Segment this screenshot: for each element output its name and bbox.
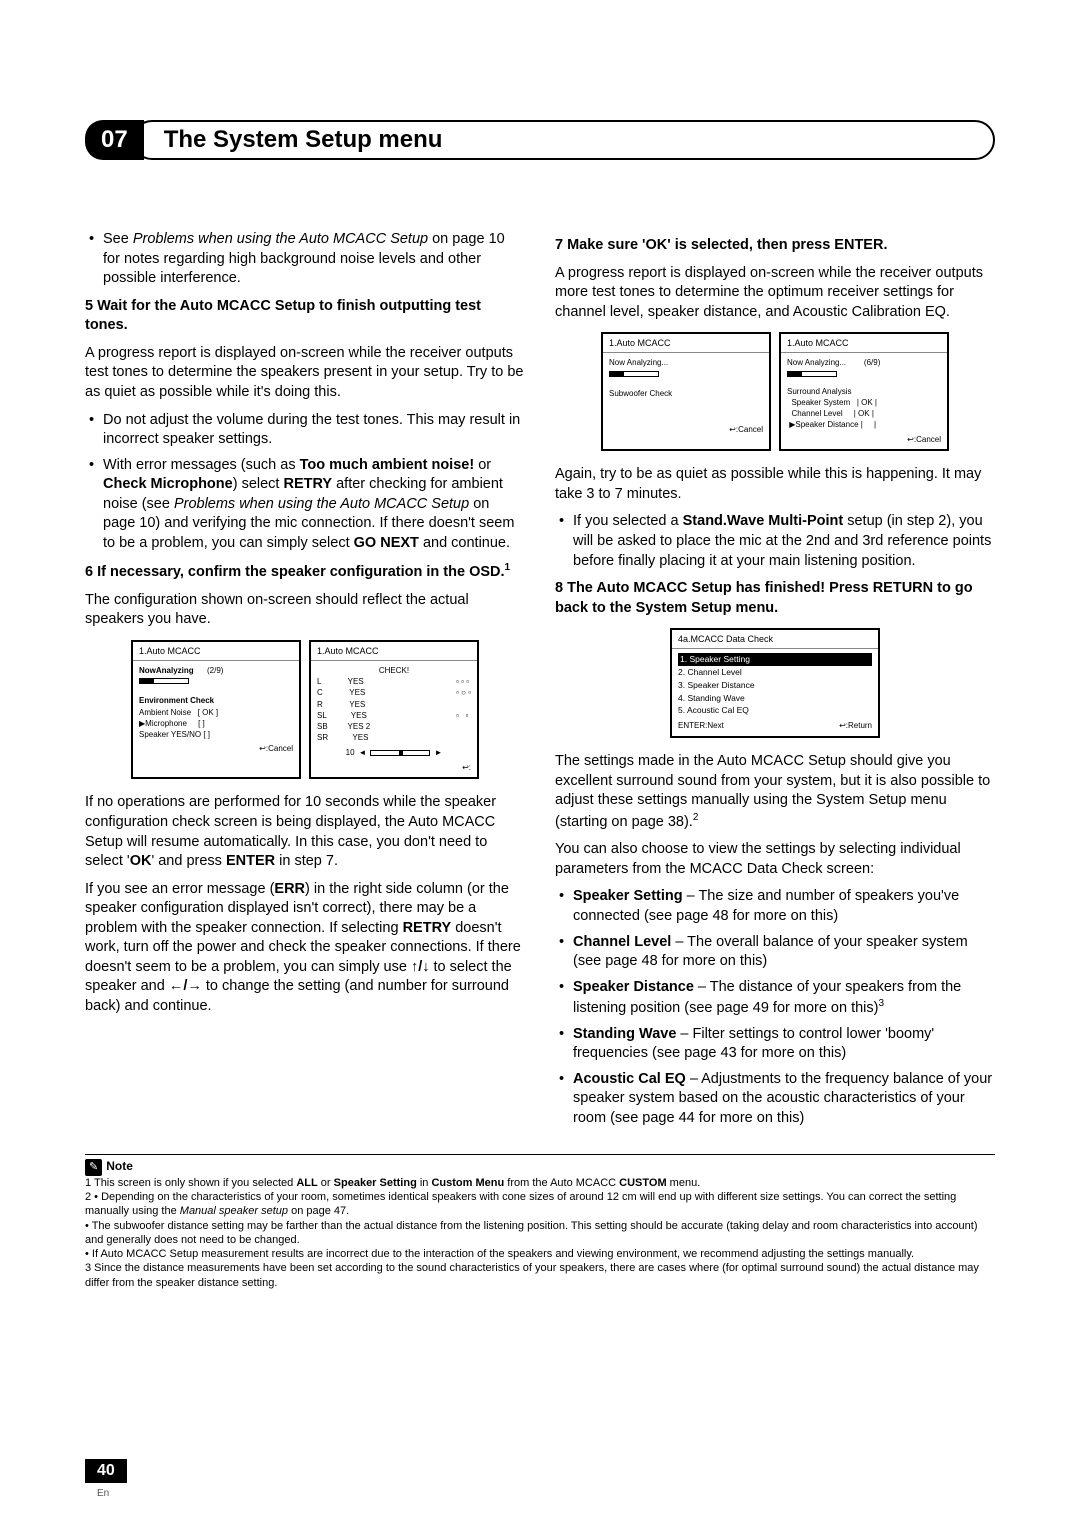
chapter-title: The System Setup menu — [164, 126, 973, 154]
osd-a1: 1.Auto MCACC NowAnalyzing (2/9) Environm… — [131, 640, 301, 779]
step5-head: 5 Wait for the Auto MCACC Setup to finis… — [85, 297, 525, 336]
step7-head: 7 Make sure 'OK' is selected, then press… — [555, 236, 995, 256]
step8-head: 8 The Auto MCACC Setup has finished! Pre… — [555, 579, 995, 618]
left-right-arrows: ←/→ — [169, 978, 202, 994]
osd-c: 4a.MCACC Data Check 1. Speaker Setting 2… — [670, 628, 880, 738]
step7-p1: A progress report is displayed on-screen… — [555, 264, 995, 323]
step7-p2: Again, try to be as quiet as possible wh… — [555, 465, 995, 504]
step5-p1: A progress report is displayed on-screen… — [85, 344, 525, 403]
step5-b1: Do not adjust the volume during the test… — [103, 411, 525, 450]
osd-a2: 1.Auto MCACC CHECK! L YES C YES R YES SL… — [309, 640, 479, 779]
chapter-title-wrap: The System Setup menu — [132, 120, 995, 160]
osd-row-b: 1.Auto MCACC Now Analyzing... Subwoofer … — [555, 332, 995, 451]
step8-p2: You can also choose to view the settings… — [555, 840, 995, 879]
step6-p1: The configuration shown on-screen should… — [85, 591, 525, 630]
osd-row-a: 1.Auto MCACC NowAnalyzing (2/9) Environm… — [85, 640, 525, 779]
b-chlev: Channel Level – The overall balance of y… — [573, 933, 995, 972]
left-column: See Problems when using the Auto MCACC S… — [85, 230, 525, 1136]
osd-b1: 1.Auto MCACC Now Analyzing... Subwoofer … — [601, 332, 771, 451]
b-ac: Acoustic Cal EQ – Adjustments to the fre… — [573, 1070, 995, 1129]
b-sw: Standing Wave – Filter settings to contr… — [573, 1025, 995, 1064]
chapter-number: 07 — [85, 120, 144, 160]
b-spd: Speaker Distance – The distance of your … — [573, 978, 995, 1019]
step8-p1: The settings made in the Auto MCACC Setu… — [555, 752, 995, 832]
left-intro-bullet: See Problems when using the Auto MCACC S… — [103, 230, 525, 289]
step6-p3: If you see an error message (ERR) in the… — [85, 880, 525, 1017]
page-lang: En — [97, 1488, 109, 1499]
note-2b: • The subwoofer distance setting may be … — [85, 1219, 995, 1248]
step6-head: 6 If necessary, confirm the speaker conf… — [85, 561, 525, 582]
step7-b1: If you selected a Stand.Wave Multi-Point… — [573, 512, 995, 571]
note-3: 3 Since the distance measurements have b… — [85, 1261, 995, 1290]
note-2a: 2 • Depending on the characteristics of … — [85, 1190, 995, 1219]
b-spset: Speaker Setting – The size and number of… — [573, 887, 995, 926]
step6-p2: If no operations are performed for 10 se… — [85, 793, 525, 871]
right-column: 7 Make sure 'OK' is selected, then press… — [555, 230, 995, 1136]
note-1: 1 This screen is only shown if you selec… — [85, 1176, 995, 1190]
note-icon: ✎ — [85, 1159, 102, 1175]
up-down-arrows: ↑/↓ — [411, 959, 430, 975]
note-block: ✎Note 1 This screen is only shown if you… — [85, 1154, 995, 1290]
page-number: 40 — [85, 1459, 127, 1483]
osd-b2: 1.Auto MCACC Now Analyzing... (6/9) Surr… — [779, 332, 949, 451]
chapter-header: 07 The System Setup menu — [85, 120, 995, 160]
see-text: See Problems when using the Auto MCACC S… — [103, 231, 505, 286]
step5-b2: With error messages (such as Too much am… — [103, 456, 525, 554]
speaker-icons: ▫ ▫ ▫▫ ○ ▫▫ ▫ — [456, 676, 471, 743]
progress-bar — [139, 678, 189, 684]
note-2c: • If Auto MCACC Setup measurement result… — [85, 1247, 995, 1261]
